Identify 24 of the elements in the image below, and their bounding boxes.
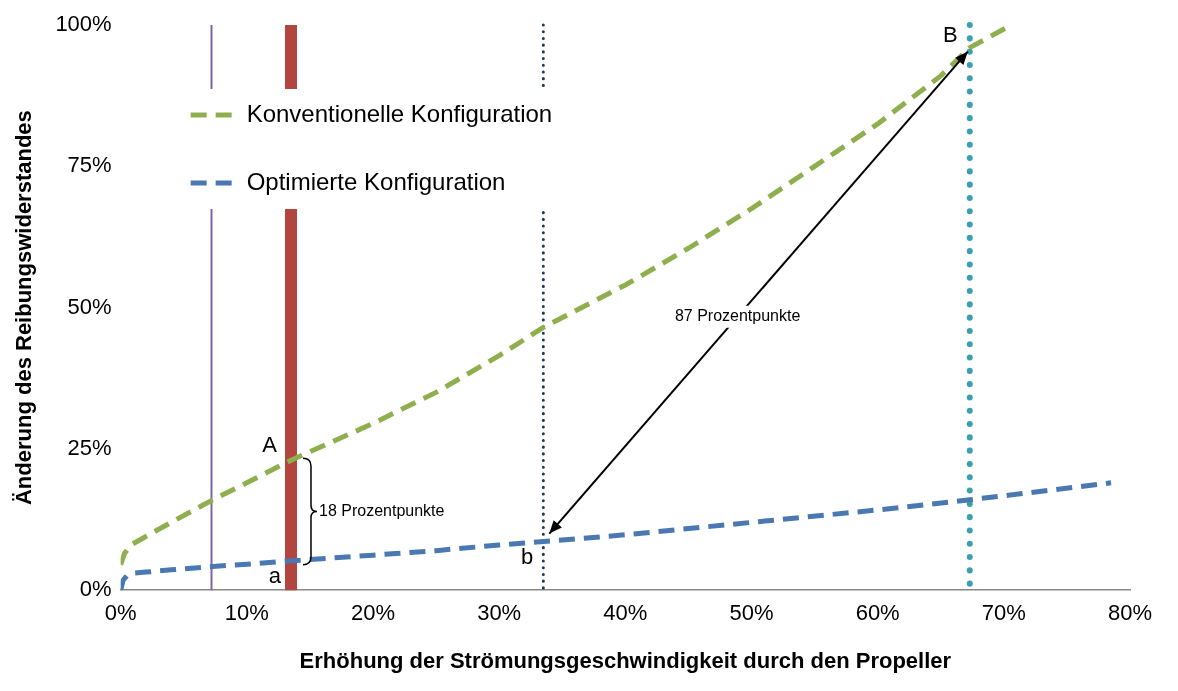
y-axis-title: Änderung des Reibungswiderstandes xyxy=(11,110,37,506)
annotation: a xyxy=(268,562,282,588)
x-tick-label: 10% xyxy=(224,600,269,626)
legend-label: Optimierte Konfiguration xyxy=(246,167,506,195)
y-tick-label: 25% xyxy=(67,434,112,460)
x-tick-label: 30% xyxy=(477,600,522,626)
x-tick-label: 40% xyxy=(603,600,648,626)
annotation: 18 Prozentpunkte xyxy=(318,501,445,519)
x-axis-title: Erhöhung der Strömungsgeschwindigkeit durch den Propeller xyxy=(299,647,952,673)
x-tick-label: 80% xyxy=(1107,600,1153,626)
y-tick-label: 0% xyxy=(79,576,112,602)
y-tick-label: 50% xyxy=(67,293,112,319)
y-tick-label: 100% xyxy=(55,11,112,37)
annotation: b xyxy=(521,543,534,569)
y-tick-label: 75% xyxy=(67,152,112,178)
x-tick-label: 0% xyxy=(104,600,137,626)
annotation: A xyxy=(262,432,278,458)
x-tick-label: 20% xyxy=(350,600,396,626)
annotation: B xyxy=(943,21,958,47)
x-tick-label: 60% xyxy=(855,600,900,626)
x-tick-label: 50% xyxy=(729,600,774,626)
x-tick-label: 70% xyxy=(981,600,1026,626)
annotation: 87 Prozentpunkte xyxy=(674,307,801,325)
legend-label: Konventionelle Konfiguration xyxy=(246,99,553,127)
